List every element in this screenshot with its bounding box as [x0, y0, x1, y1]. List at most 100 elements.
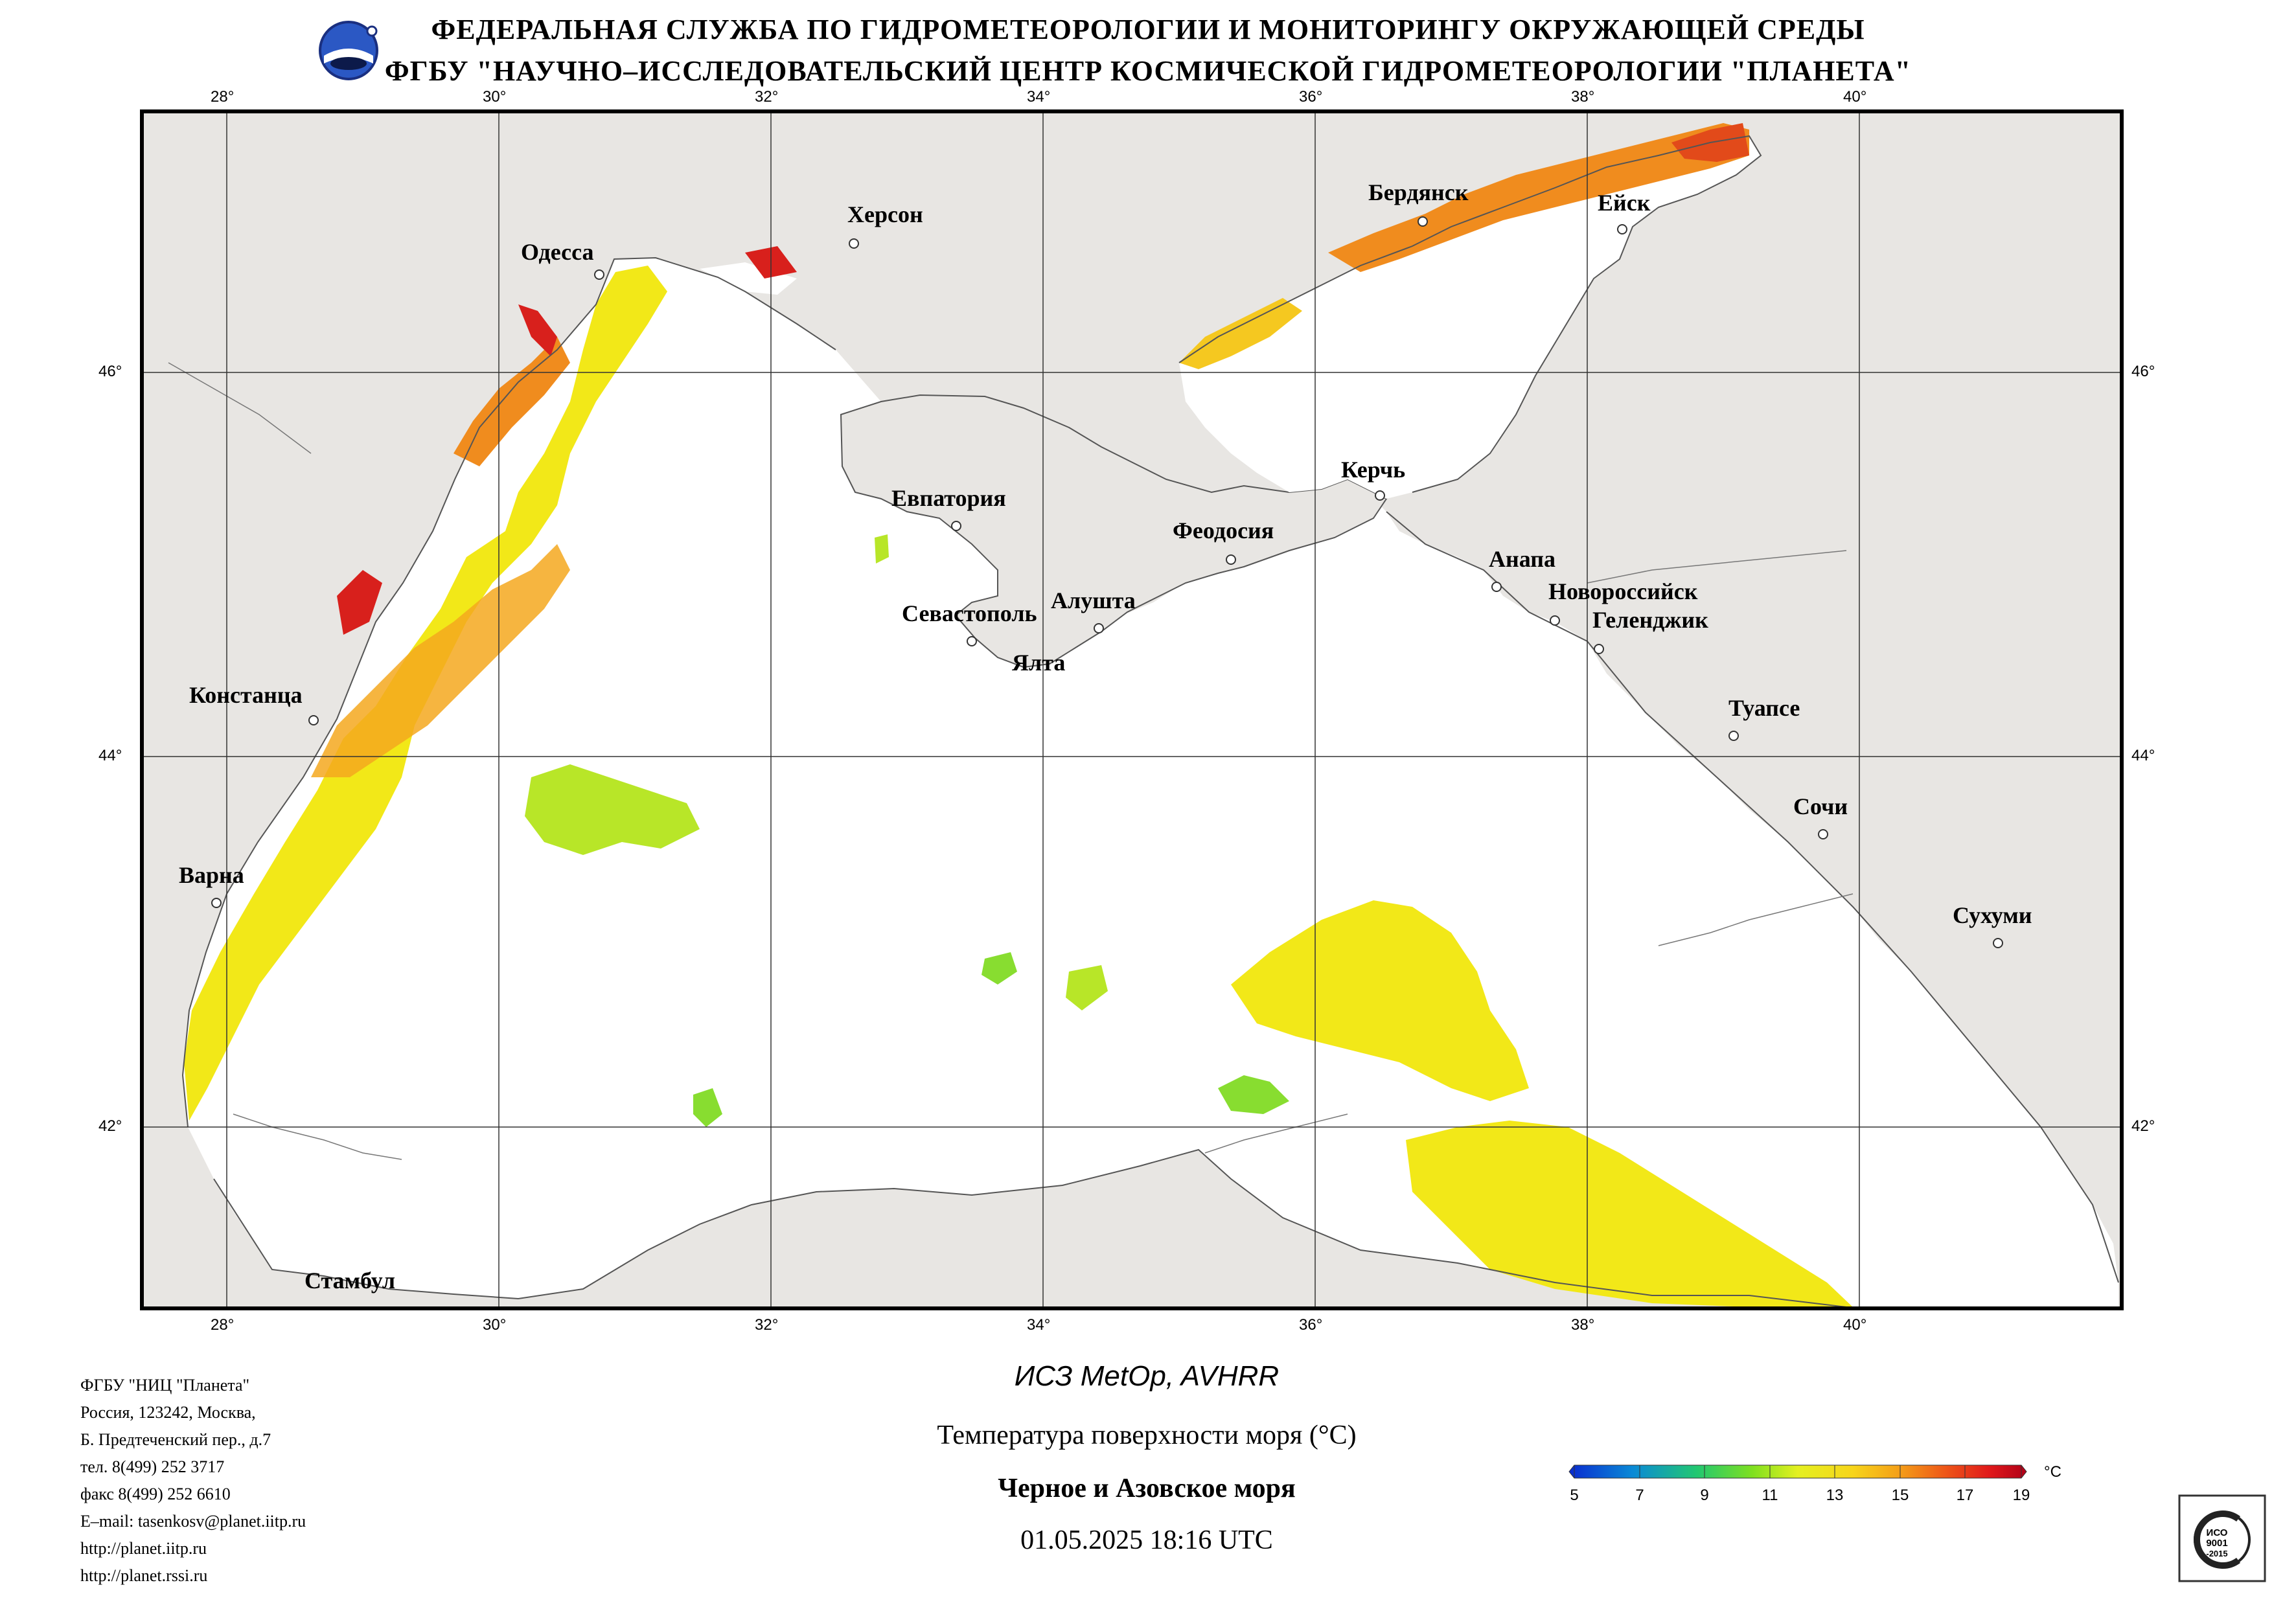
city-label-yalta: Ялта — [1012, 650, 1066, 676]
lat-label-left-42: 42° — [98, 1117, 122, 1135]
org-line: факс 8(499) 252 6610 — [80, 1485, 231, 1503]
sst-azov-north-orange — [1328, 123, 1749, 272]
border-lines — [168, 362, 1854, 1160]
marker-feodosia — [1226, 554, 1236, 565]
sst-patches — [184, 123, 1853, 1307]
iso-certification-stamp: ИСО 9001 -2015 — [2178, 1494, 2266, 1582]
marker-yeysk — [1617, 224, 1627, 234]
coast-west — [181, 256, 836, 1128]
marker-sevastopol — [967, 636, 977, 646]
city-label-sochi: Сочи — [1793, 793, 1848, 819]
org-line: E–mail: tasenkosv@planet.iitp.ru — [80, 1512, 306, 1531]
sst-isolated-1 — [982, 952, 1017, 985]
city-label-istanbul: Стамбул — [304, 1268, 396, 1294]
sea-of-azov-water — [1179, 136, 1761, 499]
marker-odessa — [594, 269, 604, 280]
sst-east-central-yellow — [1231, 900, 1529, 1101]
lon-label-bottom-38: 38° — [1571, 1316, 1595, 1334]
city-label-sevastopol: Севастополь — [902, 600, 1037, 626]
coast-east — [1386, 511, 2119, 1283]
marker-alushta — [1094, 623, 1104, 633]
city-label-tuapse: Туапсе — [1728, 695, 1800, 721]
marker-constanta — [308, 715, 319, 725]
city-label-berdyansk: Бердянск — [1368, 179, 1469, 205]
city-label-kerch: Керчь — [1341, 457, 1406, 483]
org-line: тел. 8(499) 252 3717 — [80, 1457, 225, 1476]
coast-azov — [1178, 135, 1762, 493]
org-line: Россия, 123242, Москва, — [80, 1403, 256, 1422]
svg-text:ИСО: ИСО — [2207, 1527, 2228, 1538]
coastlines — [181, 135, 2119, 1308]
marker-tuapse — [1728, 731, 1739, 741]
product-title: Температура поверхности моря (°C) — [937, 1420, 1357, 1450]
city-label-sukhumi: Сухуми — [1953, 902, 2032, 928]
lon-label-top-28: 28° — [211, 88, 235, 106]
header-line-2: ФГБУ "НАУЧНО–ИССЛЕДОВАТЕЛЬСКИЙ ЦЕНТР КОС… — [384, 55, 1912, 87]
colorbar-tick-5: 5 — [1570, 1487, 1578, 1504]
lon-label-bottom-36: 36° — [1299, 1316, 1323, 1334]
colorbar-tick-19: 19 — [2013, 1487, 2030, 1504]
city-label-gelendzhik: Геленджик — [1592, 607, 1708, 633]
svg-text:-2015: -2015 — [2206, 1549, 2227, 1558]
observation-datetime: 01.05.2025 18:16 UTC — [1020, 1525, 1273, 1555]
colorbar-unit: °C — [2044, 1463, 2061, 1481]
city-label-novorossiysk: Новороссийск — [1548, 578, 1698, 604]
svg-text:9001: 9001 — [2206, 1538, 2227, 1549]
colorbar-tick-15: 15 — [1892, 1487, 1909, 1504]
lon-label-top-40: 40° — [1843, 88, 1867, 106]
colorbar-tick-7: 7 — [1635, 1487, 1644, 1504]
lon-label-bottom-40: 40° — [1843, 1316, 1867, 1334]
temperature-colorbar: 5 7 9 11 13 15 17 19 °C — [1568, 1463, 2061, 1504]
sst-danube-hot — [337, 570, 382, 635]
crimea-peninsula — [840, 394, 1388, 668]
lon-label-bottom-30: 30° — [483, 1316, 507, 1334]
sst-southeast-yellow — [1406, 1121, 1853, 1307]
satellite-title: ИСЗ MetOp, AVHRR — [1014, 1360, 1280, 1392]
marker-varna — [211, 898, 222, 908]
organization-info: ФГБУ "НИЦ "Планета" Россия, 123242, Моск… — [80, 1372, 306, 1590]
city-label-kherson: Херсон — [847, 201, 923, 227]
colorbar-tick-13: 13 — [1826, 1487, 1844, 1504]
marker-kerch — [1375, 490, 1385, 501]
black-sea-water — [183, 258, 2118, 1307]
region-title: Черное и Азовское моря — [998, 1474, 1296, 1503]
org-line: http://planet.iitp.ru — [80, 1539, 207, 1558]
marker-gelendzhik — [1594, 644, 1604, 654]
city-markers — [211, 216, 2003, 948]
colorbar-tick-9: 9 — [1700, 1487, 1708, 1504]
marker-anapa — [1491, 582, 1502, 592]
border-3 — [1658, 893, 1854, 946]
city-label-varna: Варна — [179, 862, 244, 888]
city-label-anapa: Анапа — [1489, 546, 1556, 572]
border-5 — [168, 362, 312, 454]
lat-label-right-46: 46° — [2131, 363, 2155, 380]
org-line: Б. Предтеченский пер., д.7 — [80, 1430, 271, 1449]
map-frame — [140, 109, 2124, 1310]
org-line: ФГБУ "НИЦ "Планета" — [80, 1376, 250, 1395]
colorbar-tick-11: 11 — [1762, 1487, 1778, 1504]
city-label-alushta: Алушта — [1051, 587, 1136, 613]
city-label-feodosia: Феодосия — [1173, 518, 1274, 543]
marker-berdyansk — [1418, 216, 1428, 227]
sst-isolated-2 — [693, 1088, 722, 1127]
city-label-yeysk: Ейск — [1598, 190, 1651, 216]
sst-isolated-3 — [1066, 965, 1108, 1010]
lon-label-bottom-28: 28° — [211, 1316, 235, 1334]
lon-label-bottom-34: 34° — [1027, 1316, 1051, 1334]
coast-south — [213, 1148, 1847, 1308]
lon-label-top-32: 32° — [755, 88, 779, 106]
marker-sochi — [1818, 829, 1828, 839]
org-line: http://planet.rssi.ru — [80, 1566, 208, 1585]
colorbar-tick-17: 17 — [1957, 1487, 1974, 1504]
graticule — [142, 111, 2122, 1307]
marker-yevpatoria — [951, 521, 961, 531]
lat-label-left-46: 46° — [98, 363, 122, 380]
lat-label-right-44: 44° — [2131, 747, 2155, 764]
sst-dniester-hot — [518, 304, 557, 356]
city-label-odessa: Одесса — [521, 239, 594, 265]
lat-label-right-42: 42° — [2131, 1117, 2155, 1135]
lon-label-top-38: 38° — [1571, 88, 1595, 106]
lat-label-left-44: 44° — [98, 747, 122, 764]
sst-east-cool — [1218, 1075, 1289, 1114]
